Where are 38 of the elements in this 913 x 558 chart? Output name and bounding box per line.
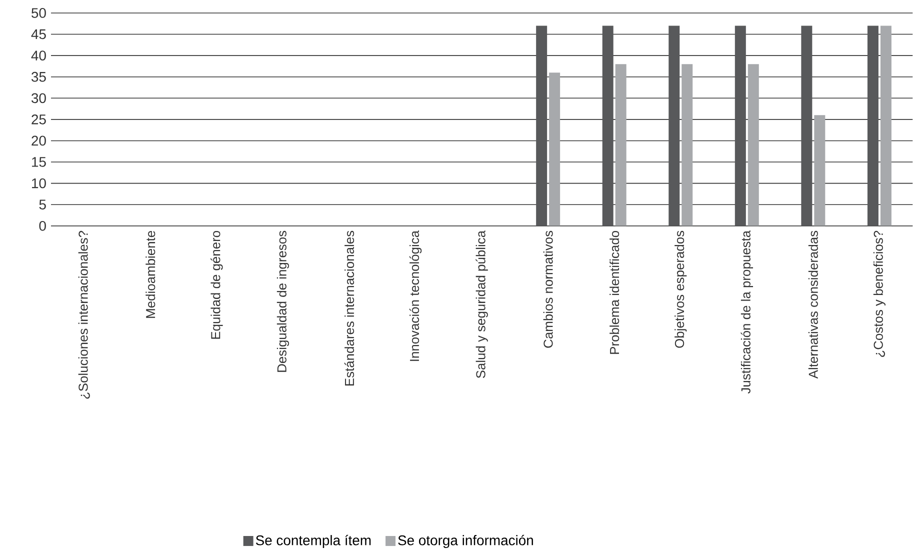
- legend-label: Se otorga información: [398, 534, 533, 548]
- bar: [602, 26, 614, 226]
- x-tick-label: Medioambiente: [146, 231, 156, 318]
- x-tick-label: Alternativas consideradas: [808, 231, 818, 379]
- x-tick-label: Desigualdad de ingresos: [276, 231, 289, 372]
- y-tick-label: 30: [31, 93, 46, 104]
- y-tick-label: 50: [32, 8, 46, 18]
- bar: [748, 64, 759, 226]
- x-tick-label: Problema identificado: [610, 231, 620, 354]
- x-tick-label: Equidad de género: [210, 231, 223, 339]
- y-tick-label: 35: [31, 72, 46, 82]
- x-tick-label: Justificación de la propuesta: [740, 230, 754, 394]
- x-tick-label: Cambios normativos: [543, 231, 553, 348]
- x-tick-label: ¿Costos y beneficios?: [873, 231, 886, 358]
- y-tick-label: 45: [31, 30, 46, 40]
- bar: [801, 26, 812, 226]
- bar: [536, 26, 548, 226]
- bar: [549, 72, 560, 226]
- x-tick-label: Innovación tecnológica: [409, 230, 422, 362]
- y-tick-label: 5: [39, 200, 46, 210]
- y-tick-label: 15: [32, 157, 46, 168]
- bar: [668, 26, 680, 226]
- y-tick-label: 25: [32, 114, 46, 124]
- bar: [682, 64, 693, 226]
- y-tick-label: 10: [32, 178, 46, 188]
- y-tick-label: 40: [31, 50, 46, 61]
- bar: [880, 26, 892, 226]
- x-tick-label: Estándares internacionales: [344, 231, 354, 386]
- x-tick-label: ¿Soluciones internacionales?: [78, 231, 90, 399]
- x-tick-label: Salud y seguridad pública: [476, 230, 488, 378]
- bar: [615, 64, 626, 226]
- legend-label: Se contempla ítem: [256, 534, 371, 548]
- y-tick-label: 20: [32, 136, 46, 146]
- bar: [814, 115, 826, 226]
- bar: [867, 26, 878, 226]
- y-tick-label: 0: [39, 221, 46, 231]
- x-tick-label: Objetivos esperados: [674, 231, 687, 348]
- bar: [734, 26, 746, 226]
